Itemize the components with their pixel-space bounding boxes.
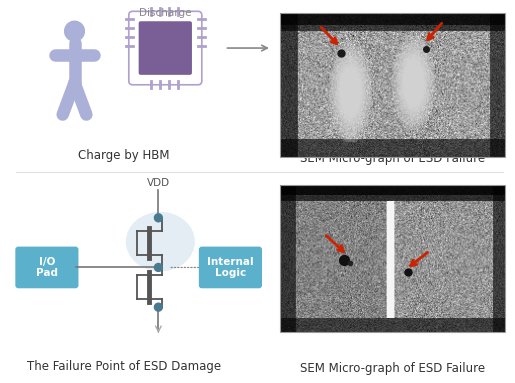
Text: Internal
Logic: Internal Logic bbox=[207, 257, 254, 278]
Bar bbox=[280, 13, 505, 157]
FancyBboxPatch shape bbox=[15, 247, 78, 288]
Circle shape bbox=[65, 21, 84, 41]
Text: SEM Micro-graph of ESD Failure: SEM Micro-graph of ESD Failure bbox=[300, 152, 485, 165]
FancyBboxPatch shape bbox=[199, 247, 262, 288]
Text: SEM Micro-graph of ESD Failure: SEM Micro-graph of ESD Failure bbox=[300, 362, 485, 375]
Bar bbox=[280, 185, 505, 332]
Circle shape bbox=[154, 214, 162, 222]
Text: Discharge: Discharge bbox=[139, 8, 192, 18]
Text: I/O
Pad: I/O Pad bbox=[36, 257, 58, 278]
Circle shape bbox=[154, 264, 162, 272]
Text: Charge by HBM: Charge by HBM bbox=[78, 149, 169, 162]
Circle shape bbox=[154, 303, 162, 311]
Text: The Failure Point of ESD Damage: The Failure Point of ESD Damage bbox=[27, 360, 221, 373]
Ellipse shape bbox=[126, 212, 195, 272]
Text: VDD: VDD bbox=[147, 178, 170, 188]
FancyBboxPatch shape bbox=[139, 21, 192, 75]
